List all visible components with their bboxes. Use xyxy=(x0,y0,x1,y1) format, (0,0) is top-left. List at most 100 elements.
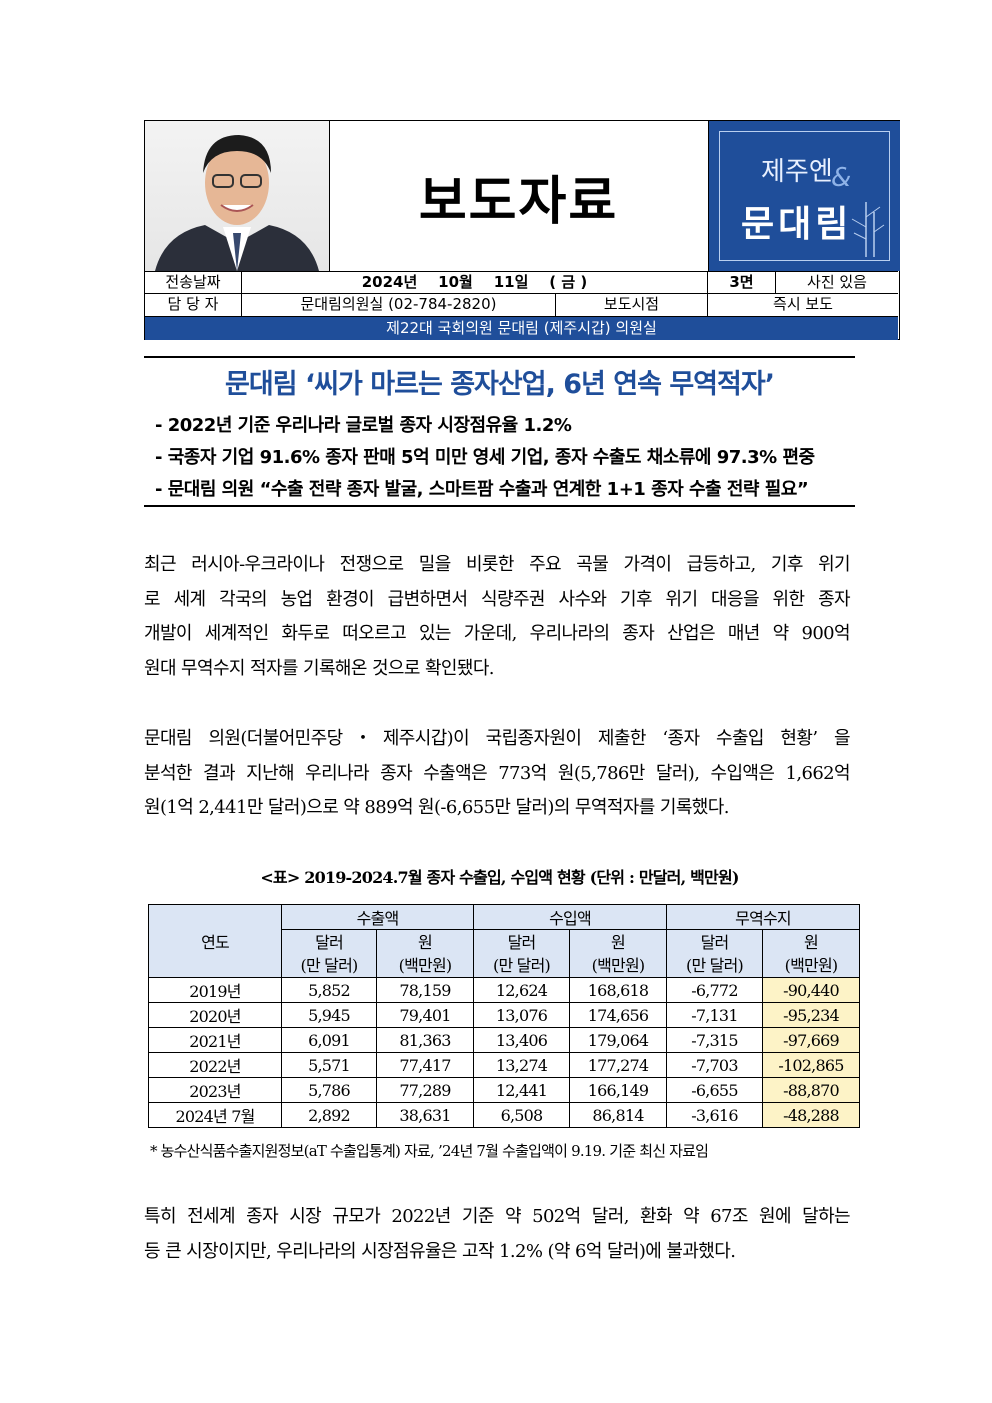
header-export: 수출액 xyxy=(281,904,474,930)
value-cell: 86,814 xyxy=(569,1102,667,1128)
value-cell: -48,288 xyxy=(762,1102,860,1128)
divider xyxy=(144,356,855,358)
bullet: - 문대림 의원 “수출 전략 종자 발굴, 스마트팜 수출과 연계한 1+1 … xyxy=(155,479,809,500)
value-cell: 12,441 xyxy=(473,1077,570,1103)
value-cell: 12,624 xyxy=(473,977,570,1003)
value-cell: 13,076 xyxy=(473,1002,570,1028)
value-cell: -6,655 xyxy=(666,1077,763,1103)
office-banner: 제22대 국회의원 문대림 (제주시갑) 의원실 xyxy=(145,316,898,340)
value-cell: 179,064 xyxy=(569,1027,667,1053)
year-cell: 2023년 xyxy=(148,1077,282,1103)
bullet: - 2022년 기준 우리나라 글로벌 종자 시장점유율 1.2% xyxy=(155,415,572,436)
value-cell: 78,159 xyxy=(376,977,474,1003)
year-cell: 2020년 xyxy=(148,1002,282,1028)
value-cell: 2,892 xyxy=(281,1102,377,1128)
value-cell: 5,945 xyxy=(281,1002,377,1028)
header-year: 연도 xyxy=(148,904,282,978)
seed-trade-table: 연도 수출액 수입액 무역수지 달러 (만 달러) 원 (백만원) 달러 (만 달러) 원 (… xyxy=(148,904,860,1128)
page-count: 3면 xyxy=(708,272,776,294)
subheader-line: 원 xyxy=(804,932,819,952)
paragraph-2: 문대림 의원(더불어민주당・제주시갑)이 국립종자원이 제출한 ‘종자 수출입 … xyxy=(144,728,851,818)
divider xyxy=(144,505,855,507)
bullet: - 국종자 기업 91.6% 종자 판매 5억 미만 영세 기업, 종자 수출도… xyxy=(155,447,815,468)
subheader-line: (만 달러) xyxy=(493,955,551,975)
subheader-line: (만 달러) xyxy=(300,955,359,975)
value-cell: 79,401 xyxy=(376,1002,474,1028)
value-cell: -6,772 xyxy=(666,977,763,1003)
value-cell: -7,131 xyxy=(666,1002,763,1028)
value-cell: 6,091 xyxy=(281,1027,377,1053)
value-cell: 166,149 xyxy=(569,1077,667,1103)
paragraph-3: 특히 전세계 종자 시장 규모가 2022년 기준 약 502억 달러, 환화 … xyxy=(144,1206,851,1262)
value-cell: 77,289 xyxy=(376,1077,474,1103)
send-date-row: 전송날짜 2024년 10월 11일 ( 금 ) 3면 사진 있음 xyxy=(145,271,898,294)
value-cell: 5,571 xyxy=(281,1052,377,1078)
table-caption: <표> 2019-2024.7월 종자 수출입, 수입액 현황 (단위 : 만달… xyxy=(260,868,739,887)
bamboo-icon xyxy=(851,202,885,257)
value-cell: 77,417 xyxy=(376,1052,474,1078)
subheader-line: (백만원) xyxy=(591,955,645,975)
subheader-line: (만 달러) xyxy=(686,955,744,975)
table-row: 2023년 5,786 77,289 12,441 166,149 -6,655 -88,8… xyxy=(148,1077,860,1103)
subheader: 원 (백만원) xyxy=(762,929,860,978)
logo-text: 제주엔 xyxy=(761,157,833,187)
headline: 문대림 ‘씨가 마르는 종자산업, 6년 연속 무역적자’ xyxy=(225,369,775,400)
value-cell: -7,315 xyxy=(666,1027,763,1053)
header-import: 수입액 xyxy=(473,904,667,930)
value-cell: -90,440 xyxy=(762,977,860,1003)
table-row: 2022년 5,571 77,417 13,274 177,274 -7,703 -102,… xyxy=(148,1052,860,1078)
send-date: 2024년 10월 11일 ( 금 ) xyxy=(242,272,708,294)
send-date-label: 전송날짜 xyxy=(145,272,242,294)
table-row: 2019년 5,852 78,159 12,624 168,618 -6,772 -90,4… xyxy=(148,977,860,1003)
release-label: 보도시점 xyxy=(556,294,708,316)
subheader: 달러 (만 달러) xyxy=(473,929,570,978)
header-box: 보도자료 제주엔 & 문대림 전송날짜 2024년 10월 11일 ( 금 ) … xyxy=(144,120,900,340)
subheader: 달러 (만 달러) xyxy=(666,929,763,978)
header-balance: 무역수지 xyxy=(666,904,860,930)
subheader-line: 달러 xyxy=(315,932,344,952)
subheader: 원 (백만원) xyxy=(569,929,667,978)
value-cell: 5,852 xyxy=(281,977,377,1003)
contact: 문대림의원실 (02-784-2820) xyxy=(242,294,556,316)
subheader-line: (백만원) xyxy=(398,955,452,975)
value-cell: -7,703 xyxy=(666,1052,763,1078)
paragraph-1: 최근 러시아-우크라이나 전쟁으로 밀을 비롯한 주요 곡물 가격이 급등하고,… xyxy=(144,554,851,679)
value-cell: 13,406 xyxy=(473,1027,570,1053)
value-cell: -97,669 xyxy=(762,1027,860,1053)
contact-label: 담 당 자 xyxy=(145,294,242,316)
logo-amp: & xyxy=(831,163,852,193)
lawmaker-photo xyxy=(145,121,330,271)
subheader-line: 원 xyxy=(418,932,433,952)
value-cell: 168,618 xyxy=(569,977,667,1003)
value-cell: 5,786 xyxy=(281,1077,377,1103)
subheader-line: 원 xyxy=(611,932,626,952)
year-cell: 2019년 xyxy=(148,977,282,1003)
value-cell: -3,616 xyxy=(666,1102,763,1128)
year-cell: 2022년 xyxy=(148,1052,282,1078)
value-cell: 174,656 xyxy=(569,1002,667,1028)
subheader: 원 (백만원) xyxy=(376,929,474,978)
value-cell: 177,274 xyxy=(569,1052,667,1078)
subheader-line: 달러 xyxy=(507,932,537,952)
table-footnote: * 농수산식품수출지원정보(aT 수출입통계) 자료, ’24년 7월 수출입액… xyxy=(150,1142,709,1160)
year-cell: 2024년 7월 xyxy=(148,1102,282,1128)
subheader-line: (백만원) xyxy=(784,955,838,975)
release-time: 즉시 보도 xyxy=(773,295,833,313)
table-row: 2020년 5,945 79,401 13,076 174,656 -7,131 -95,2… xyxy=(148,1002,860,1028)
photo-note: 사진 있음 xyxy=(807,273,867,291)
value-cell: 81,363 xyxy=(376,1027,474,1053)
value-cell: -95,234 xyxy=(762,1002,860,1028)
value-cell: -88,870 xyxy=(762,1077,860,1103)
document-title: 보도자료 xyxy=(418,171,619,232)
logo: 제주엔 & 문대림 xyxy=(708,121,900,271)
value-cell: 6,508 xyxy=(473,1102,570,1128)
subheader: 달러 (만 달러) xyxy=(281,929,377,978)
contact-row: 담 당 자 문대림의원실 (02-784-2820) 보도시점 즉시 보도 xyxy=(145,293,898,316)
subheader-line: 달러 xyxy=(700,932,730,952)
table-row: 2021년 6,091 81,363 13,406 179,064 -7,315 -97,6… xyxy=(148,1027,860,1053)
table-row: 2024년 7월 2,892 38,631 6,508 86,814 -3,616 -48,… xyxy=(148,1102,860,1128)
value-cell: 13,274 xyxy=(473,1052,570,1078)
value-cell: 38,631 xyxy=(376,1102,474,1128)
logo-name: 문대림 xyxy=(741,204,853,245)
